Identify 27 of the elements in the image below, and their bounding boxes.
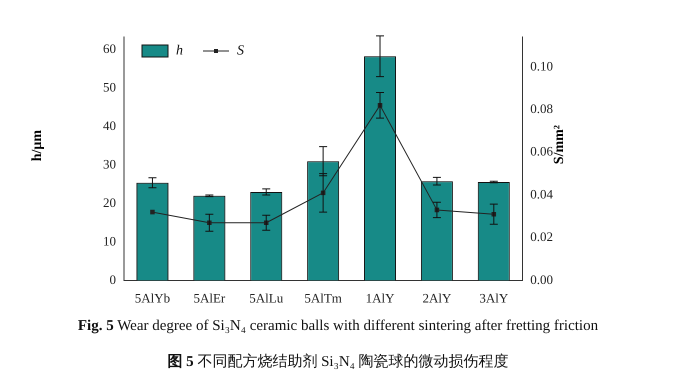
- point: [150, 210, 155, 214]
- x-tick-label: 5AlTm: [304, 290, 342, 306]
- x-tick-label: 5AlYb: [134, 290, 170, 306]
- y2-tick-label: 0.08: [530, 101, 553, 116]
- y-tick-label: 30: [103, 156, 116, 172]
- y-tick-label: 20: [103, 194, 116, 210]
- y2-tick-label: 0.00: [530, 272, 553, 287]
- x-tick-label: 5AlEr: [193, 290, 226, 306]
- y-tick-label: 40: [103, 118, 116, 134]
- y2-tick-label: 0.02: [530, 229, 553, 244]
- y2-tick-label: 0.04: [530, 186, 554, 202]
- y2-axis-title: S/mm²: [552, 125, 568, 164]
- x-tick-label: 5AlLu: [249, 290, 284, 306]
- y-tick-label: 10: [103, 233, 116, 248]
- x-tick-label: 1AlY: [366, 290, 396, 306]
- y2-tick-label: 0.06: [530, 144, 554, 159]
- y2-tick-label: 0.10: [530, 58, 553, 74]
- legend-label: h: [176, 44, 183, 59]
- y-axis-title: h/μm: [30, 130, 46, 162]
- legend-label: S: [237, 44, 244, 59]
- x-tick-label: 3AlY: [479, 290, 509, 306]
- y-tick-label: 50: [103, 80, 116, 95]
- y-tick-label: 0: [110, 272, 116, 287]
- caption: Fig. 5 Wear degree of Si₃N₄ ceramic balls with different sintering after fretting friction: [78, 318, 598, 334]
- y-tick-label: 60: [103, 41, 116, 56]
- caption: 图 5 不同配方烧结助剂 Si₃N₄ 陶瓷球的微动损伤程度: [167, 354, 509, 370]
- x-tick-label: 2AlY: [422, 290, 452, 306]
